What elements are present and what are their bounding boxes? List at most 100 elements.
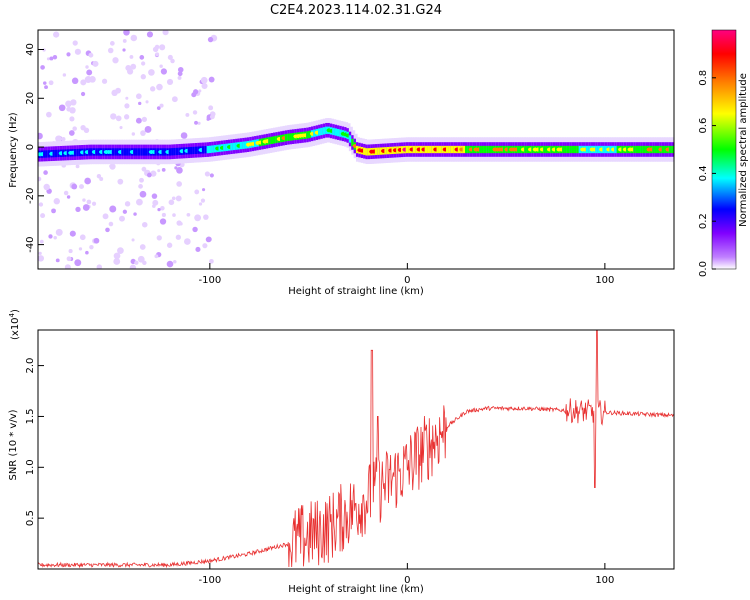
colorbar-label: Normalized spectral amplitude bbox=[738, 73, 749, 227]
ridge-core bbox=[161, 148, 166, 156]
snr-xlabel: Height of straight line (km) bbox=[288, 584, 424, 595]
noise-dot bbox=[75, 206, 81, 213]
ridge-core bbox=[635, 145, 640, 154]
noise-dot bbox=[85, 65, 89, 69]
noise-dot bbox=[141, 61, 146, 66]
ridge-core bbox=[483, 145, 488, 154]
spectrogram-panel: -100 0 100 -40 -20 0 20 40 Height of straight l… bbox=[8, 29, 675, 297]
noise-dot bbox=[177, 75, 182, 80]
noise-dot bbox=[177, 71, 183, 77]
noise-dot bbox=[115, 87, 121, 94]
noise-dot bbox=[48, 234, 53, 239]
noise-dot bbox=[80, 124, 86, 131]
noise-dot bbox=[58, 104, 66, 112]
noise-dot bbox=[74, 259, 82, 267]
ridge-core bbox=[465, 145, 470, 154]
noise-dot bbox=[124, 201, 131, 207]
ridge-core bbox=[88, 148, 93, 156]
ridge-core bbox=[517, 145, 522, 154]
ridge-core bbox=[95, 148, 100, 156]
noise-dot bbox=[139, 244, 146, 250]
noise-dot bbox=[145, 100, 149, 104]
noise-dot bbox=[38, 255, 45, 262]
noise-dot bbox=[159, 103, 164, 108]
noise-dot bbox=[200, 76, 208, 84]
noise-dot bbox=[151, 193, 158, 199]
ridge-core bbox=[481, 145, 486, 154]
ridge-core bbox=[429, 145, 434, 154]
ridge-core bbox=[524, 145, 529, 154]
ridge-core bbox=[209, 145, 214, 154]
noise-dot bbox=[55, 228, 63, 236]
ridge-core bbox=[661, 145, 666, 154]
noise-dot bbox=[152, 199, 159, 206]
ridge-core bbox=[43, 150, 48, 158]
noise-dot bbox=[89, 76, 96, 83]
ridge-core bbox=[322, 127, 327, 135]
ridge-core bbox=[479, 145, 484, 154]
noise-dot bbox=[44, 85, 48, 90]
noise-dot bbox=[122, 39, 127, 43]
noise-dot bbox=[179, 222, 183, 226]
ridge-core bbox=[135, 148, 140, 156]
noise-dot bbox=[202, 188, 206, 192]
ridge-core bbox=[602, 145, 607, 154]
ridge-core bbox=[566, 145, 571, 154]
noise-dot bbox=[46, 57, 50, 61]
noise-dot bbox=[53, 235, 57, 240]
ridge-core bbox=[137, 148, 142, 156]
ridge-core bbox=[126, 148, 131, 156]
ridge-core bbox=[436, 145, 441, 154]
noise-dot bbox=[78, 247, 83, 251]
noise-dot bbox=[131, 238, 135, 242]
noise-dot bbox=[68, 130, 75, 136]
noise-dot bbox=[154, 254, 159, 259]
noise-dot bbox=[142, 260, 147, 266]
noise-dot bbox=[166, 78, 174, 86]
noise-dot bbox=[71, 183, 78, 190]
ridge-core bbox=[242, 141, 247, 149]
noise-dot bbox=[156, 83, 163, 91]
noise-dot bbox=[119, 126, 123, 130]
noise-dot bbox=[148, 69, 155, 76]
noise-dot bbox=[152, 46, 159, 53]
ridge-core bbox=[334, 128, 339, 136]
x-tick-label: 100 bbox=[595, 575, 614, 586]
ridge-core bbox=[450, 145, 455, 154]
noise-dot bbox=[186, 212, 191, 217]
colorbar-scale bbox=[711, 29, 737, 270]
ridge-core bbox=[175, 147, 180, 156]
ridge-core bbox=[194, 146, 199, 154]
noise-dot bbox=[133, 212, 137, 216]
ridge-core bbox=[671, 145, 674, 154]
ridge-core bbox=[192, 146, 197, 155]
ridge-core bbox=[640, 145, 645, 154]
snr-ylabel: SNR (10 * v/v) bbox=[8, 409, 19, 480]
noise-dot bbox=[113, 258, 121, 265]
spectrogram-ylabel: Frequency (Hz) bbox=[8, 112, 19, 188]
x-tick-label: -100 bbox=[198, 575, 221, 586]
noise-dot bbox=[166, 242, 173, 248]
ridge-core bbox=[114, 148, 119, 156]
noise-dot bbox=[88, 52, 94, 58]
noise-dot bbox=[46, 111, 52, 118]
noise-dot bbox=[53, 198, 60, 205]
noise-dot bbox=[113, 252, 121, 260]
noise-dot bbox=[208, 76, 215, 83]
noise-dot bbox=[86, 199, 92, 205]
colorbar-tick-label: 0.6 bbox=[698, 118, 709, 134]
noise-dot bbox=[117, 247, 124, 254]
noise-dot bbox=[177, 66, 184, 73]
ridge-core bbox=[569, 145, 574, 154]
noise-dot bbox=[119, 215, 125, 222]
noise-dot bbox=[198, 202, 203, 206]
colorbar: 0.0 0.2 0.4 0.6 0.8 Normalized spectral ampl… bbox=[698, 29, 749, 277]
noise-dot bbox=[80, 91, 86, 97]
noise-dot bbox=[201, 82, 208, 90]
noise-dot bbox=[173, 259, 177, 264]
ridge-core bbox=[438, 145, 443, 154]
noise-dot bbox=[194, 189, 200, 195]
y-tick-label: 0.5 bbox=[25, 510, 36, 526]
noise-dot bbox=[139, 177, 144, 183]
ridge-core bbox=[270, 136, 275, 144]
